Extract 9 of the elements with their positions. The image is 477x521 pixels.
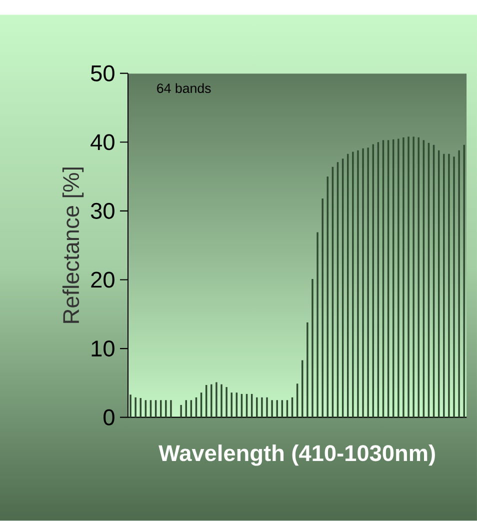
y-tick-label: 30	[90, 202, 114, 219]
annotation: 64 bands	[157, 83, 211, 93]
y-tick-label: 10	[92, 340, 114, 357]
y-axis-title: Reflectance [%]	[62, 168, 84, 323]
x-axis-title: Wavelength (410-1030nm)	[158, 444, 435, 466]
y-tick-label: 50	[90, 65, 114, 82]
y-tick-label: 40	[90, 134, 114, 150]
y-tick-label: 0	[104, 409, 114, 426]
y-tick-label: 20	[91, 272, 114, 288]
